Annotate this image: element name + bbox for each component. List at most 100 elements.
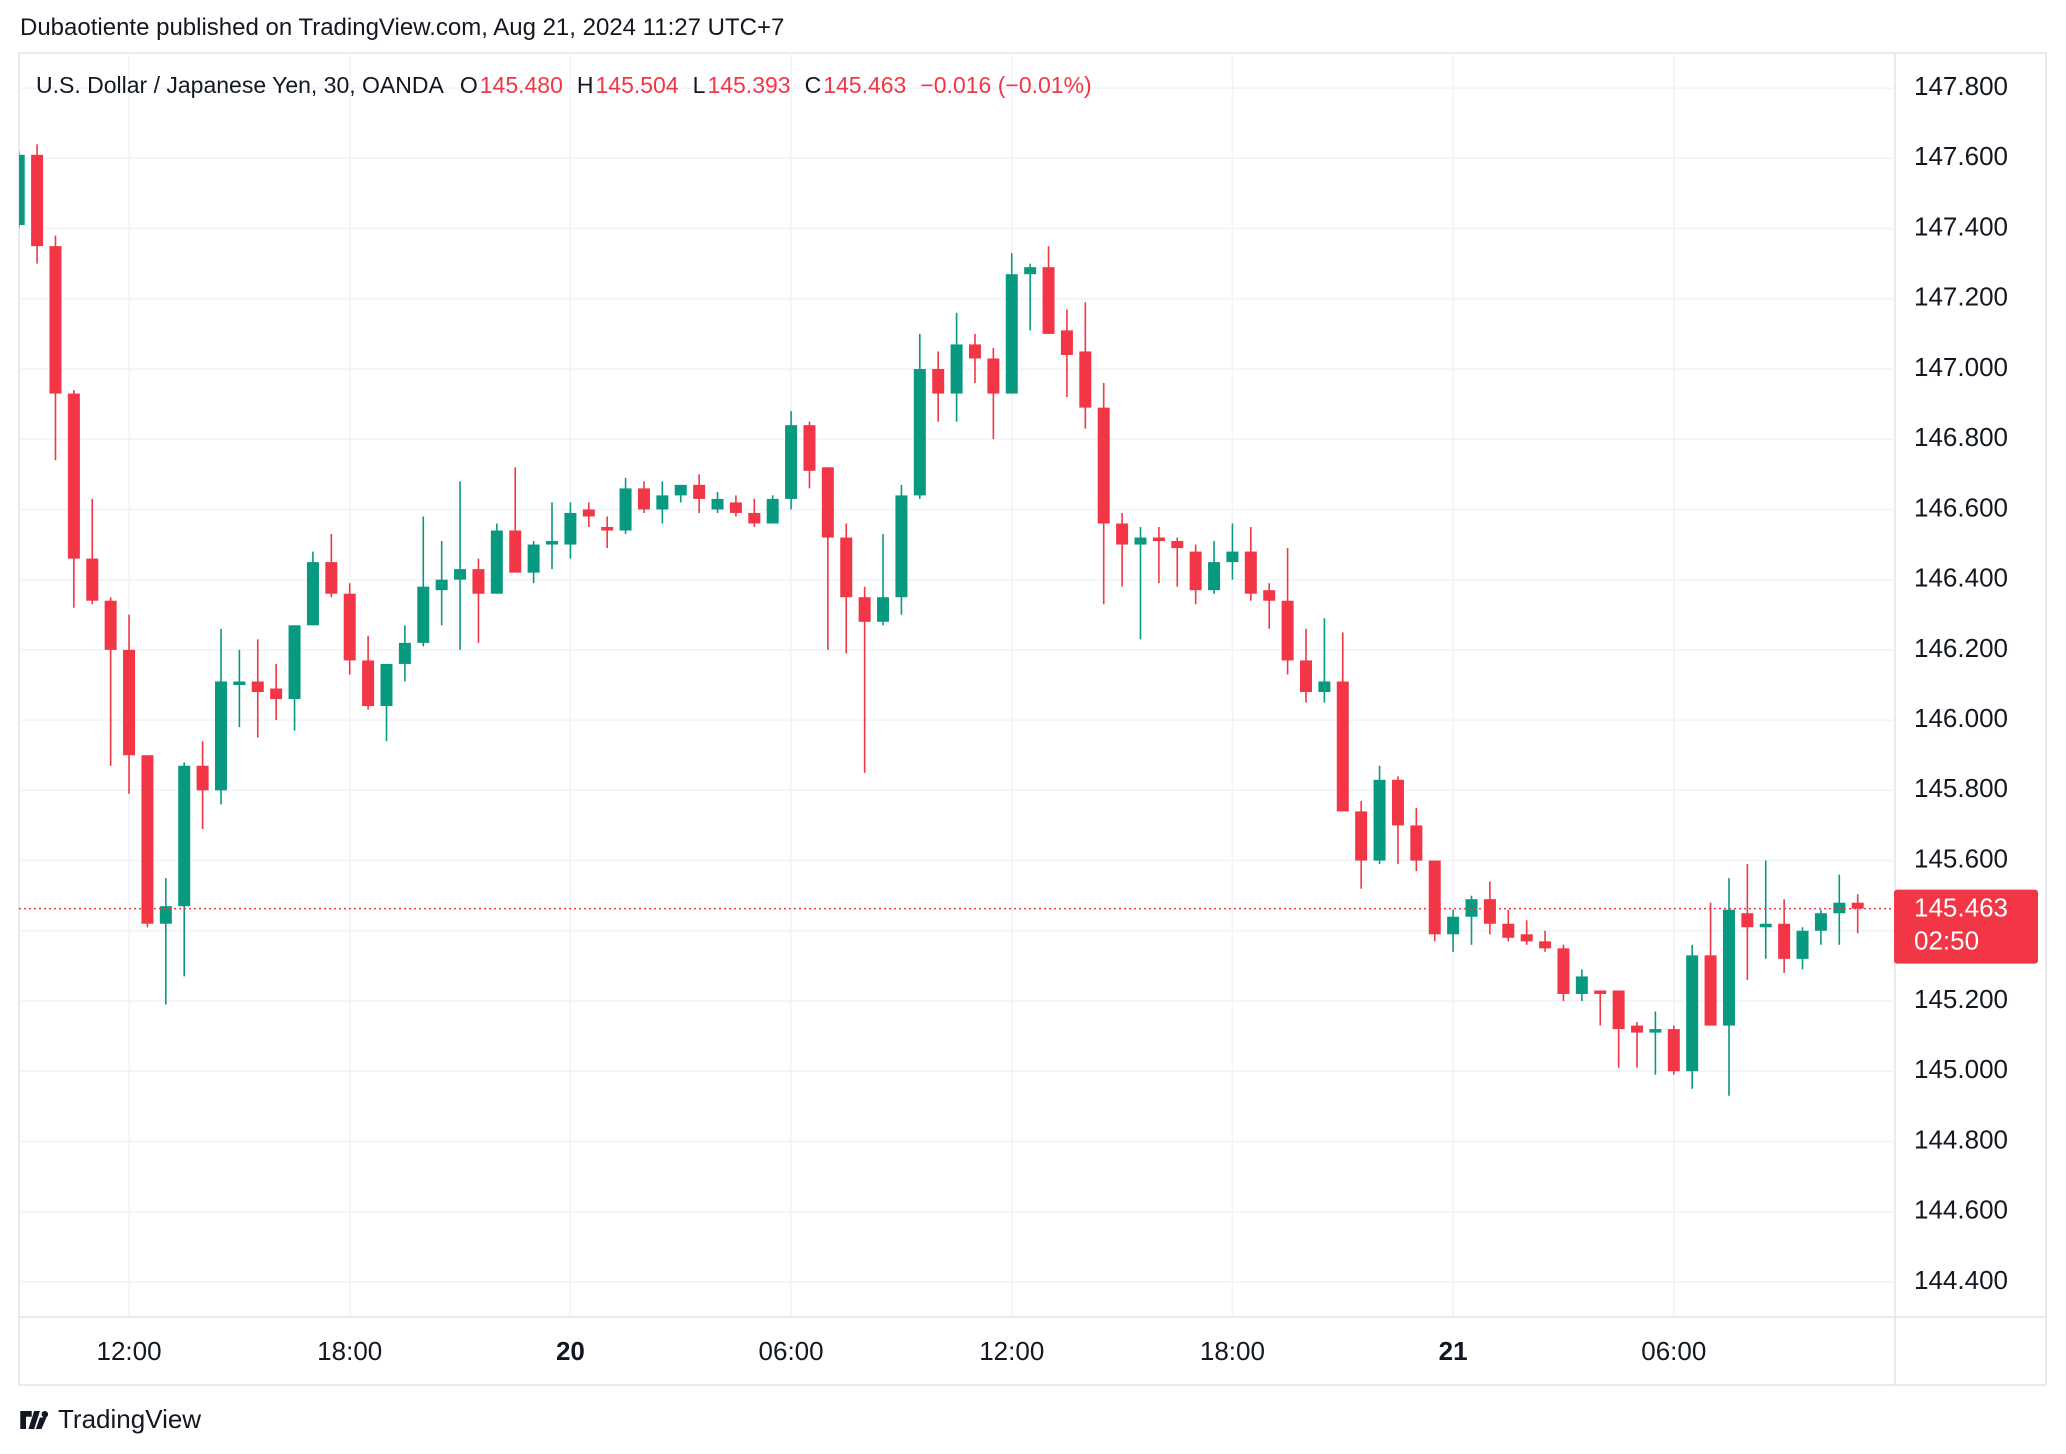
candle-body (1042, 267, 1055, 334)
grid (19, 53, 1895, 1317)
candle-body (582, 509, 595, 517)
candle-body (1300, 660, 1312, 693)
ohlc-key: O (459, 72, 478, 98)
candle-body (1612, 990, 1625, 1030)
ohlc-key: H (576, 72, 594, 98)
countdown: 02:50 (1914, 926, 1979, 956)
candle-body (196, 765, 209, 791)
candle-body (1171, 541, 1184, 549)
candle-body (858, 597, 871, 622)
candle-body (711, 498, 724, 510)
logo (20, 1410, 49, 1429)
ohlc-value: 145.463 (823, 72, 907, 98)
candle-body (509, 530, 522, 573)
candle-body (86, 558, 99, 601)
candle-body (601, 527, 614, 531)
footer: TradingView (20, 1404, 201, 1435)
candle-body (1060, 330, 1073, 355)
candle-body (1447, 916, 1460, 935)
x-tick-label: 12:00 (979, 1336, 1044, 1366)
candle-body (67, 393, 80, 559)
candle-body (895, 495, 908, 598)
candle-body (233, 681, 246, 685)
candle-body (1391, 779, 1404, 826)
candle-body (1557, 948, 1570, 994)
candle-body (159, 906, 172, 924)
candle-body (968, 344, 981, 359)
candle-body (1005, 274, 1018, 394)
candle-body (31, 154, 44, 247)
x-tick-label: 06:00 (1641, 1336, 1706, 1366)
candle-body (693, 484, 706, 499)
candle-body (270, 688, 283, 700)
candle-body (674, 484, 687, 496)
candle-body (1373, 779, 1386, 861)
candle-body (1539, 941, 1552, 949)
ohlc-key: C (804, 72, 822, 98)
candle-body (877, 597, 890, 622)
candle-body (1318, 681, 1331, 693)
candle-body (1134, 537, 1147, 545)
y-tick-label: 145.200 (1914, 984, 2008, 1014)
last-price-label: 145.463 (1914, 893, 2008, 923)
y-tick-label: 146.400 (1914, 563, 2008, 593)
y-tick-label: 144.600 (1914, 1195, 2008, 1225)
candle-body (729, 502, 742, 513)
candle-body (1208, 562, 1221, 591)
candle-body (141, 755, 154, 924)
candle-body (398, 642, 411, 664)
candle-body (306, 562, 319, 626)
candle-body (1814, 913, 1827, 931)
y-tick-label: 147.800 (1914, 71, 2008, 101)
candle-body (840, 537, 853, 598)
axes: 144.400 144.600 144.800 145.000 145.200 145.4… (97, 71, 2038, 1366)
candle-body (932, 369, 945, 394)
candle-body (1336, 681, 1349, 812)
candle-body (1575, 976, 1588, 994)
ohlc-key: L (692, 72, 706, 98)
candle-body (123, 649, 136, 756)
candle-body (821, 467, 834, 538)
y-tick-label: 144.400 (1914, 1265, 2008, 1295)
symbol: U.S. Dollar / Japanese Yen, 30, OANDA (36, 72, 444, 98)
candle-body (1667, 1029, 1680, 1072)
candle-body (1355, 811, 1368, 861)
candle-body (1483, 899, 1496, 924)
candle-body (288, 625, 301, 700)
published-note: Dubaotiente published on TradingView.com… (20, 14, 785, 41)
candle-body (1079, 351, 1092, 408)
candle-body (1594, 990, 1607, 994)
candle-body (490, 530, 503, 594)
candle-body (1152, 537, 1165, 542)
candle-body (748, 512, 761, 524)
y-tick-label: 145.000 (1914, 1054, 2008, 1084)
candle-body (1024, 267, 1037, 275)
candle-body (1520, 934, 1533, 942)
candle-body (1428, 860, 1441, 935)
candle-body (1722, 909, 1735, 1026)
candle-body (1281, 600, 1294, 661)
candle-body (1686, 955, 1699, 1072)
candles (19, 144, 1895, 1096)
candle-body (19, 154, 25, 226)
y-tick-label: 145.800 (1914, 773, 2008, 803)
candle-body (785, 425, 798, 499)
candle-body (1741, 913, 1754, 928)
candle-body (913, 369, 926, 496)
candle-body (1226, 551, 1239, 563)
candle-body (1502, 923, 1515, 938)
candle-body (637, 488, 650, 510)
candle-body (1263, 590, 1276, 601)
change: −0.016 (−0.01%) (920, 72, 1092, 98)
x-tick-label: 12:00 (97, 1336, 162, 1366)
candle-body (803, 425, 816, 471)
candle-body (1189, 551, 1202, 591)
y-tick-label: 146.800 (1914, 422, 2008, 452)
candle-body (987, 358, 1000, 394)
candle-body (380, 663, 393, 707)
candle-body (1851, 902, 1864, 909)
y-tick-label: 147.000 (1914, 352, 2008, 382)
candle-body (527, 544, 540, 573)
